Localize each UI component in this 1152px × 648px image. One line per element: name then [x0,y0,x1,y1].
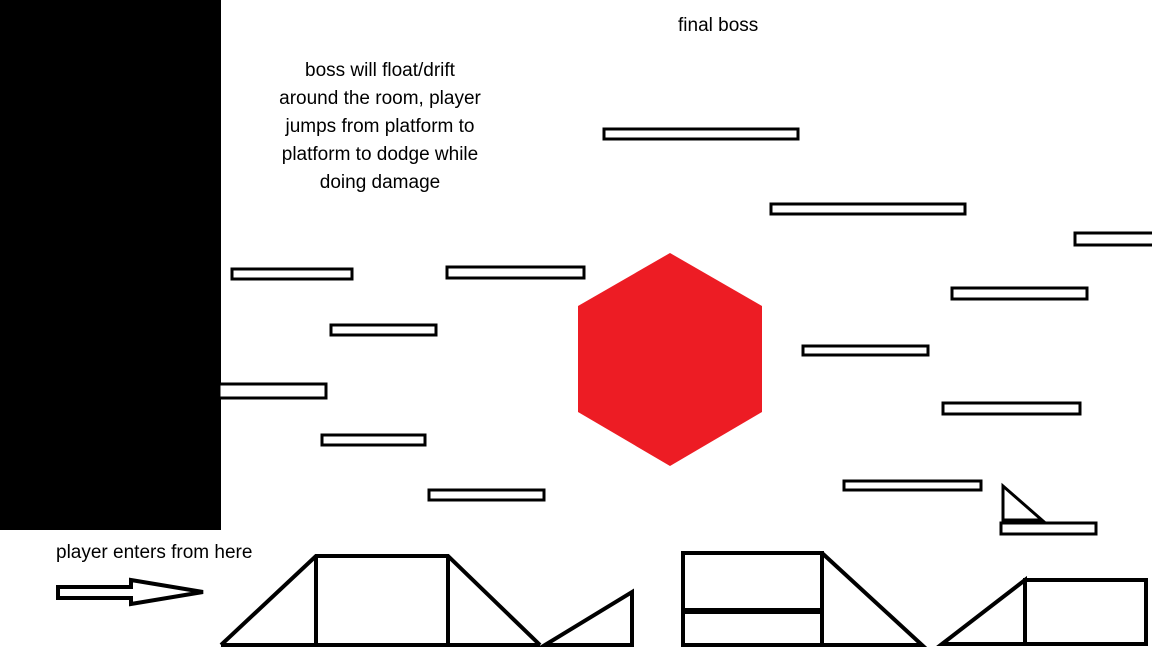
description-line: around the room, player [279,88,481,109]
ground-box-ramp [820,551,928,647]
ground-structure-left [219,554,542,647]
left-wall [0,0,221,530]
description-line: platform to dodge while [281,144,479,165]
ground-box-right [1023,578,1148,646]
platform [801,344,930,357]
entry-label: player enters from here [56,542,253,563]
description-line: jumps from platform to [285,116,475,137]
description-line: boss will float/drift [305,60,455,81]
boss-hexagon [578,253,762,466]
platform [445,265,586,280]
ground-ramp-right [936,575,1027,646]
platform [329,323,438,337]
platform [950,286,1089,301]
small-ramp [1001,482,1047,523]
ground-ramp [537,588,634,647]
platform [217,382,328,400]
platform [999,521,1098,536]
ground-box [681,551,824,647]
platform [1073,231,1152,247]
boss-description: boss will float/drift around the room, p… [250,57,510,197]
entry-arrow-icon [56,577,204,607]
platform [769,202,967,216]
platform [230,267,354,281]
platform [842,479,983,492]
platform [941,401,1082,416]
platform [427,488,546,502]
platform [320,433,427,447]
description-line: doing damage [319,172,441,193]
platform [602,127,800,141]
